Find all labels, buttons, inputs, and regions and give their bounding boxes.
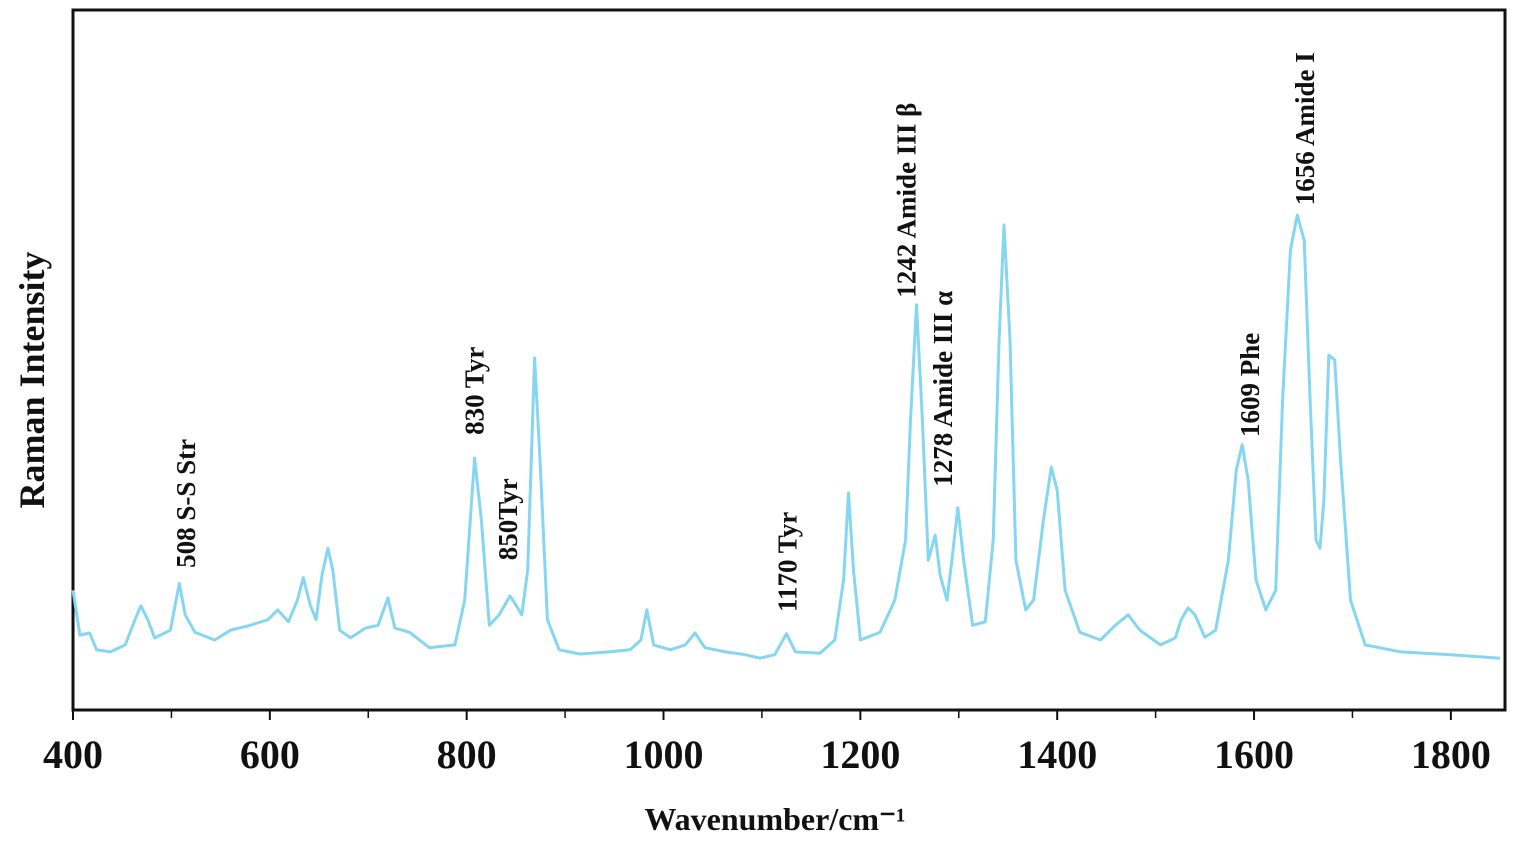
peak-annotation: 1170 Tyr	[773, 512, 803, 612]
plot-frame	[71, 8, 1507, 712]
peak-annotation: 508 S-S Str	[171, 439, 201, 568]
x-tick-label: 1800	[1411, 732, 1491, 777]
y-axis-label: Raman Intensity	[12, 251, 52, 508]
x-tick-label: 1000	[624, 732, 704, 777]
spectrum-line	[71, 213, 1501, 660]
peak-annotation: 1242 Amide III β	[892, 103, 922, 298]
x-tick-label: 600	[240, 732, 300, 777]
x-axis-label: Wavenumber/cm⁻¹	[644, 801, 905, 837]
x-tick-label: 400	[43, 732, 103, 777]
x-tick-label: 1400	[1017, 732, 1097, 777]
peak-annotation: 1656 Amide I	[1290, 52, 1320, 205]
x-tick-label: 1200	[820, 732, 900, 777]
peak-annotation: 830 Tyr	[460, 347, 490, 435]
peak-annotation: 850Tyr	[493, 478, 523, 560]
peak-annotation: 1278 Amide III α	[928, 291, 958, 487]
peak-annotation: 1609 Phe	[1235, 333, 1265, 437]
x-tick-label: 800	[437, 732, 497, 777]
x-tick-label: 1600	[1214, 732, 1294, 777]
